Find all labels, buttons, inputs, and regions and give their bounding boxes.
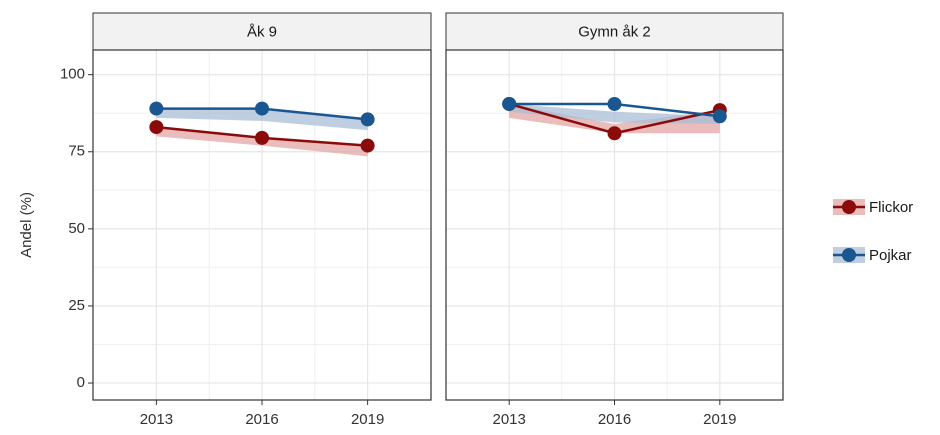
confidence-ribbon [509,103,720,134]
y-axis-label: Andel (%) [18,192,35,258]
y-tick-label: 100 [60,66,85,83]
facet-title: Åk 9 [247,23,277,40]
x-tick-label: 2013 [493,411,526,428]
point [712,109,727,124]
panel-border [92,49,432,401]
y-tick-label: 50 [68,220,85,237]
legend-label: Pojkar [869,247,912,264]
point [607,126,622,141]
point [360,112,375,127]
legend-key-point [842,248,856,262]
confidence-ribbon [509,103,720,125]
point [255,101,269,116]
x-tick-label: 2019 [351,411,384,428]
point [149,101,164,116]
facet-title: Gymn åk 2 [578,23,651,40]
y-tick-label: 0 [77,374,85,391]
x-tick-label: 2019 [703,411,736,428]
point [255,130,269,145]
panel-border [445,49,784,401]
point [360,138,375,153]
point [607,96,622,111]
point [149,120,164,135]
x-tick-label: 2013 [140,411,173,428]
x-tick-label: 2016 [245,411,278,428]
facet-strip [92,12,432,51]
point [502,96,517,111]
y-tick-label: 25 [68,297,85,314]
y-tick-label: 75 [68,143,85,160]
facet-strip [445,12,784,51]
x-tick-label: 2016 [598,411,631,428]
legend-label: Flickor [869,199,913,216]
legend-key-point [842,200,856,214]
